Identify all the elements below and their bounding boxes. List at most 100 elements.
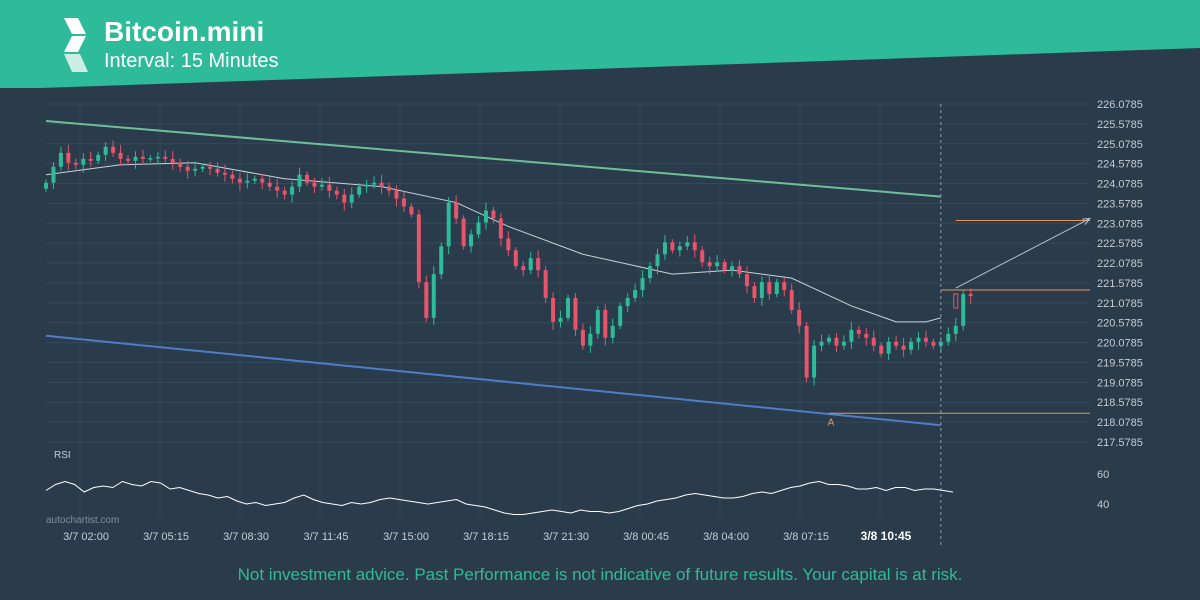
y-tick-label: 219.5785 [1097,357,1143,369]
y-tick-label: 218.5785 [1097,397,1143,409]
candle-body [222,172,227,175]
candle-body [580,329,585,346]
y-tick-label: 217.5785 [1097,437,1143,449]
candle-body [677,246,682,251]
candle-body [252,178,257,181]
candle-body [178,162,183,167]
candle-body [513,250,518,267]
y-tick-label: 223.0785 [1097,218,1143,230]
candle-body [275,186,280,191]
candle-body [282,190,287,195]
y-tick-label: 222.5785 [1097,238,1143,250]
candle-body [588,333,593,346]
candle-body [245,180,250,183]
candle-body [372,182,377,185]
candle-body [215,168,220,173]
candle-body [953,325,958,334]
candle-body [752,286,757,298]
candle-body [618,305,623,326]
candle-body [394,190,399,199]
candle-body [789,290,794,310]
candle-body [521,266,526,271]
candle-body [163,156,168,159]
y-tick-label: 226.0785 [1097,99,1143,111]
candle-body [424,282,429,318]
candle-body [730,266,735,271]
candle-body [357,186,362,195]
y-tick-label: 221.0785 [1097,298,1143,310]
header-banner: Bitcoin.mini Interval: 15 Minutes [0,0,1200,88]
rsi-tick-label: 60 [1097,469,1109,481]
y-tick-label: 220.5785 [1097,318,1143,330]
candle-body [640,278,645,291]
candle-body [827,337,831,342]
candle-body [200,166,205,169]
candle-body [81,158,86,165]
candle-body [267,182,272,187]
candle-body [185,166,190,171]
candle-body [431,274,436,318]
x-tick-label: 3/7 11:45 [303,531,348,543]
candle-body [506,238,511,251]
watermark: autochartist.com [46,515,120,526]
candle-body [469,234,474,247]
y-tick-label: 221.5785 [1097,278,1143,290]
candle-body [118,152,123,159]
candle-body [66,152,71,163]
y-tick-label: 224.5785 [1097,159,1143,171]
candle-body [670,242,675,251]
rsi-label: RSI [54,450,71,461]
candle-body [155,156,160,159]
candle-body [715,262,720,267]
candle-body [774,282,779,295]
moving-average-line [45,162,941,323]
candle-body [446,202,451,247]
candle-body [722,262,727,271]
candle-body [297,174,302,187]
candle-body [319,184,324,187]
candle-body [558,317,563,322]
candle-body [946,333,951,342]
x-tick-label: 3/7 02:00 [63,531,109,543]
candle-body [968,294,973,297]
candle-body [491,210,496,219]
x-tick-label: 3/8 07:15 [783,531,829,543]
candle-body [931,341,936,346]
candle-body [685,242,690,247]
forecast-candle [953,293,959,309]
candle-body [237,178,242,183]
candle-body [841,341,846,346]
candle-body [595,309,600,334]
candle-body [707,262,712,267]
candle-body [103,146,108,155]
candle-body [193,168,198,171]
disclaimer-footer: Not investment advice. Past Performance … [237,565,963,584]
candle-body [603,309,608,338]
candle-body [409,206,414,215]
candle-body [364,184,369,187]
candle-body [51,166,56,183]
candle-body [625,297,630,306]
candle-body [528,258,533,271]
upper-channel-line [45,120,941,198]
candle-body [648,266,653,279]
candle-body [58,152,63,167]
candle-body [148,158,153,160]
y-tick-label: 224.0785 [1097,179,1143,191]
candle-body [133,156,138,161]
candle-body [961,294,966,326]
x-tick-label: 3/7 18:15 [463,531,509,543]
x-tick-label: 3/8 04:00 [703,531,749,543]
candle-body [170,158,175,163]
x-tick-label: 3/7 15:00 [383,531,429,543]
candle-body [856,329,861,334]
rsi-line [45,480,953,515]
candle-body [73,162,78,165]
candle-body [439,246,444,275]
candle-body [483,210,488,223]
candle-body [655,254,660,267]
y-tick-label: 223.5785 [1097,198,1143,210]
candle-body [633,290,638,298]
candle-body [312,182,317,187]
candle-body [44,182,48,189]
